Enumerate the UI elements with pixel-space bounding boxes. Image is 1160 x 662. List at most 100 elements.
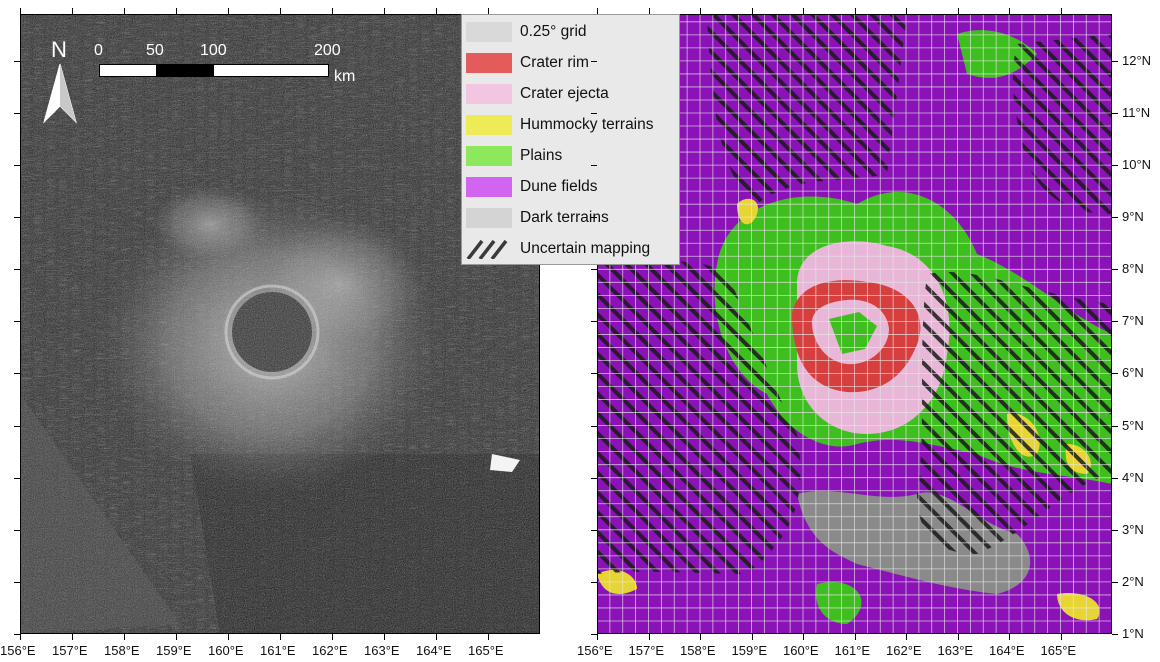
longitude-tick (228, 634, 229, 640)
latitude-tick (14, 477, 20, 479)
latitude-label-right: 7°N (1122, 313, 1144, 329)
latitude-tick (591, 477, 597, 479)
latitude-tick (14, 60, 20, 62)
latitude-label-right: 2°N (1122, 573, 1144, 589)
longitude-tick (436, 8, 437, 14)
longitude-label: 162°E (886, 643, 922, 658)
latitude-tick (14, 425, 20, 427)
longitude-tick (700, 634, 701, 640)
latitude-tick (1112, 425, 1118, 427)
latitude-label-right: 5°N (1122, 417, 1144, 433)
latitude-label-right: 12°N (1122, 52, 1152, 68)
longitude-tick (906, 634, 907, 640)
scale-unit: km (334, 68, 356, 85)
longitude-tick (124, 634, 125, 640)
scale-bar: 0 50 100 200 km (90, 42, 380, 92)
north-arrow: N (42, 37, 78, 124)
longitude-tick (648, 8, 650, 14)
latitude-label-right: 1°N (1122, 626, 1144, 641)
latitude-tick (14, 165, 20, 167)
longitude-label: 156°E (577, 643, 613, 658)
legend-item-plains: Plains (466, 143, 676, 169)
legend-label: Dune fields (520, 178, 598, 195)
longitude-tick (597, 634, 598, 640)
latitude-tick (1112, 477, 1118, 479)
longitude-tick (648, 634, 650, 640)
map-legend: 0.25° grid Crater rim Crater ejecta Humm… (461, 14, 680, 265)
dune-fields-swatch-icon (466, 177, 512, 197)
latitude-tick (1112, 529, 1118, 531)
legend-item-crater-ejecta: Crater ejecta (466, 81, 676, 107)
hatch-swatch-icon (466, 239, 512, 259)
latitude-tick (591, 634, 597, 635)
latitude-tick (591, 321, 597, 323)
legend-item-grid: 0.25° grid (466, 19, 676, 45)
longitude-label: 159°E (731, 643, 768, 658)
plains-unit-south (816, 582, 862, 624)
latitude-tick (591, 425, 597, 427)
latitude-tick (14, 581, 20, 583)
latitude-tick (14, 269, 20, 271)
longitude-label: 163°E (937, 643, 974, 658)
longitude-label: 159°E (156, 643, 192, 658)
uncertain-mapping-northeast (1012, 34, 1112, 214)
legend-label: Hummocky terrains (520, 116, 654, 133)
longitude-label: 158°E (680, 643, 716, 658)
hummocky-1 (737, 198, 758, 225)
latitude-tick (591, 165, 597, 167)
latitude-tick (14, 321, 20, 323)
longitude-label: 163°E (364, 643, 400, 658)
north-label: N (51, 37, 67, 62)
longitude-tick (124, 8, 125, 14)
radar-image-panel (20, 14, 540, 634)
latitude-label-left: 6°N (557, 365, 579, 381)
longitude-tick (228, 8, 229, 14)
legend-label: 0.25° grid (520, 23, 587, 40)
plains-swatch-icon (466, 146, 512, 166)
latitude-tick (1112, 581, 1118, 583)
latitude-tick (1112, 112, 1118, 114)
longitude-label: 156°E (0, 643, 36, 658)
latitude-label-right: 8°N (1122, 261, 1144, 277)
quarter-degree-grid (597, 14, 1112, 634)
legend-label: Crater ejecta (520, 85, 609, 102)
longitude-label: 157°E (628, 643, 665, 658)
latitude-tick (1112, 373, 1118, 375)
latitude-tick (591, 269, 597, 271)
longitude-label: 160°E (783, 643, 819, 658)
longitude-tick (700, 8, 701, 14)
latitude-tick (14, 112, 20, 114)
scale-tick-0: 0 (94, 42, 103, 59)
longitude-tick (20, 8, 21, 14)
hummocky-swatch-icon (466, 115, 512, 135)
latitude-tick (14, 373, 20, 375)
longitude-label: 164°E (989, 643, 1025, 658)
latitude-tick (591, 373, 597, 375)
latitude-label-right: 10°N (1122, 157, 1152, 173)
north-arrow-icon (43, 64, 77, 124)
latitude-tick (1112, 165, 1118, 167)
longitude-tick (384, 634, 385, 640)
longitude-label: 160°E (208, 643, 244, 658)
latitude-tick (591, 217, 597, 219)
longitude-tick (488, 634, 489, 640)
longitude-tick (20, 634, 21, 640)
longitude-label: 161°E (834, 643, 871, 658)
hummocky-5 (1057, 593, 1100, 621)
longitude-tick (854, 634, 856, 640)
longitude-tick (957, 8, 959, 14)
scale-bar-graphic (99, 64, 329, 77)
latitude-label-left: 7°N (557, 313, 579, 329)
uncertain-mapping-east (917, 271, 1112, 554)
longitude-tick (72, 8, 73, 14)
uncertain-mapping-north (707, 14, 907, 204)
longitude-tick (803, 634, 804, 640)
legend-item-dune-fields: Dune fields (466, 174, 676, 200)
grid-swatch-icon (466, 22, 512, 42)
legend-item-hummocky: Hummocky terrains (466, 112, 676, 138)
longitude-tick (906, 8, 907, 14)
longitude-tick (957, 634, 959, 640)
latitude-tick (591, 60, 597, 62)
latitude-tick (591, 112, 597, 114)
latitude-tick (1112, 321, 1118, 323)
